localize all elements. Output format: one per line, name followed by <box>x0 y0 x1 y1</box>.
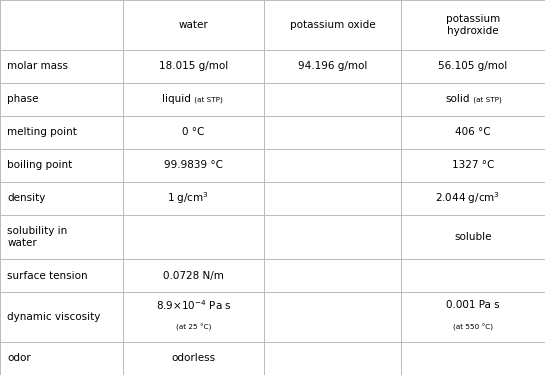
Text: 0 °C: 0 °C <box>182 127 205 137</box>
Text: 2.044 g/cm$^3$: 2.044 g/cm$^3$ <box>435 190 500 206</box>
Text: odorless: odorless <box>172 354 215 363</box>
Text: 0.0728 N/m: 0.0728 N/m <box>163 271 224 281</box>
Text: dynamic viscosity: dynamic viscosity <box>7 312 100 322</box>
Text: odor: odor <box>7 354 31 363</box>
Text: (at STP): (at STP) <box>192 97 222 104</box>
Text: potassium oxide: potassium oxide <box>289 20 376 30</box>
Text: solubility in
water: solubility in water <box>7 226 68 248</box>
Text: 56.105 g/mol: 56.105 g/mol <box>438 61 507 71</box>
Text: potassium
hydroxide: potassium hydroxide <box>446 13 500 36</box>
Text: 18.015 g/mol: 18.015 g/mol <box>159 61 228 71</box>
Text: 0.001 Pa s: 0.001 Pa s <box>446 300 500 310</box>
Text: water: water <box>179 20 208 30</box>
Text: phase: phase <box>7 94 39 104</box>
Text: 1 g/cm$^3$: 1 g/cm$^3$ <box>167 190 209 206</box>
Text: density: density <box>7 193 45 203</box>
Text: soluble: soluble <box>454 232 492 242</box>
Text: (at STP): (at STP) <box>471 97 502 104</box>
Text: 1327 °C: 1327 °C <box>452 160 494 170</box>
Text: melting point: melting point <box>7 127 77 137</box>
Text: liquid: liquid <box>162 94 191 104</box>
Text: solid: solid <box>446 94 470 104</box>
Text: 406 °C: 406 °C <box>455 127 490 137</box>
Text: 94.196 g/mol: 94.196 g/mol <box>298 61 367 71</box>
Text: surface tension: surface tension <box>7 271 88 281</box>
Text: (at 25 °C): (at 25 °C) <box>176 324 211 331</box>
Text: 8.9$\times$10$^{-4}$ Pa s: 8.9$\times$10$^{-4}$ Pa s <box>156 298 231 312</box>
Text: boiling point: boiling point <box>7 160 72 170</box>
Text: 99.9839 °C: 99.9839 °C <box>164 160 223 170</box>
Text: (at 550 °C): (at 550 °C) <box>453 324 493 331</box>
Text: molar mass: molar mass <box>7 61 68 71</box>
